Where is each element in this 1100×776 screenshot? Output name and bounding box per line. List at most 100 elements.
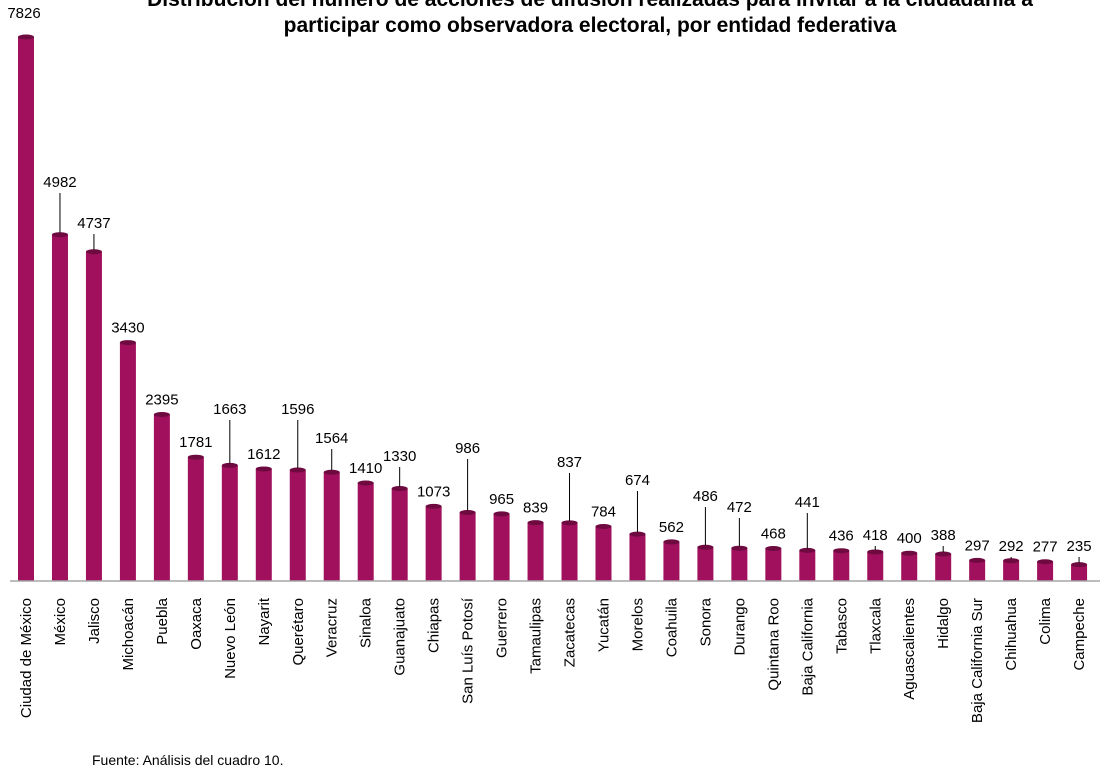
bar <box>595 526 612 581</box>
value-label: 562 <box>659 519 684 536</box>
value-label: 4982 <box>43 174 76 191</box>
bar-cap <box>255 466 272 472</box>
bar-cap <box>119 340 136 346</box>
value-label: 674 <box>625 472 650 489</box>
bar-cap <box>629 531 646 537</box>
category-label: Veracruz <box>324 598 341 657</box>
value-label: 1612 <box>247 446 280 463</box>
value-label: 986 <box>455 440 480 457</box>
value-label: 468 <box>761 525 786 542</box>
category-label: Jalisco <box>86 598 103 644</box>
bar-cap <box>85 249 102 255</box>
bar-cap <box>187 454 204 460</box>
bar-cap <box>1037 559 1054 565</box>
bar <box>425 506 442 581</box>
category-label: Guanajuato <box>392 598 409 676</box>
bar <box>969 560 986 581</box>
category-label: Hidalgo <box>935 598 952 649</box>
value-label: 1663 <box>213 401 246 418</box>
bar-cap <box>765 545 782 551</box>
bar <box>459 512 476 581</box>
value-label: 1330 <box>383 448 416 465</box>
category-label: Oaxaca <box>188 597 205 649</box>
category-label: Quintana Roo <box>765 598 782 691</box>
bar-cap <box>799 547 816 553</box>
category-label: Nayarit <box>256 597 273 645</box>
bar <box>119 342 136 581</box>
category-label: Sinaloa <box>358 597 375 648</box>
category-label: Campeche <box>1071 598 1088 671</box>
bar-cap <box>459 509 476 515</box>
bar-cap <box>663 539 680 545</box>
bar <box>1037 561 1054 581</box>
bar <box>1003 560 1020 581</box>
value-label: 1073 <box>417 483 450 500</box>
source-note: Fuente: Análisis del cuadro 10. <box>92 752 284 768</box>
category-label: Puebla <box>154 597 171 644</box>
category-label: Nuevo León <box>222 598 239 679</box>
bar <box>391 488 408 581</box>
bar-cap <box>833 548 850 554</box>
bar <box>527 522 544 581</box>
bar <box>663 541 680 581</box>
category-label: Morelos <box>629 598 646 651</box>
value-label: 486 <box>693 488 718 505</box>
bar <box>187 457 204 581</box>
category-label: Aguascalientes <box>901 598 918 700</box>
bar-cap <box>493 511 510 517</box>
bar <box>765 548 782 581</box>
category-label: Colima <box>1037 597 1054 644</box>
category-label: Guerrero <box>494 598 511 658</box>
bar-cap <box>1071 562 1088 568</box>
bar-cap <box>901 550 918 556</box>
category-label: Querétaro <box>290 598 307 666</box>
value-label: 436 <box>829 528 854 545</box>
category-label: Baja California Sur <box>969 598 986 723</box>
bar-cap <box>18 34 34 40</box>
value-label: 1564 <box>315 430 348 447</box>
bar <box>867 551 884 581</box>
category-label: México <box>52 598 69 646</box>
bar <box>85 251 102 581</box>
bar-cap <box>731 545 748 551</box>
bars-layer <box>18 34 1088 581</box>
value-label: 1781 <box>179 434 212 451</box>
bar-cap <box>867 549 884 555</box>
bar-cap <box>153 412 170 418</box>
bar <box>18 37 34 581</box>
category-label: Coahuila <box>663 597 680 657</box>
bar-cap <box>969 557 986 563</box>
bar-cap <box>425 503 442 509</box>
bar-cap <box>697 544 714 550</box>
bar-cap <box>391 486 408 492</box>
bar <box>289 470 306 581</box>
value-label: 277 <box>1033 539 1058 556</box>
value-label: 1410 <box>349 460 382 477</box>
bar <box>221 465 238 581</box>
value-label: 3430 <box>111 320 144 337</box>
bar <box>153 414 170 581</box>
bar <box>697 547 714 581</box>
category-label: Chihuahua <box>1003 597 1020 670</box>
bar-cap <box>527 520 544 526</box>
bar <box>561 522 578 581</box>
value-label: 837 <box>557 454 582 471</box>
value-label: 400 <box>897 530 922 547</box>
bar <box>901 553 918 581</box>
bar-cap <box>323 469 340 475</box>
value-label: 388 <box>931 527 956 544</box>
value-label: 297 <box>965 537 990 554</box>
bar <box>629 534 646 581</box>
bar-cap <box>1003 558 1020 564</box>
bar <box>493 513 510 581</box>
value-label: 784 <box>591 503 616 520</box>
value-label: 235 <box>1067 538 1092 555</box>
category-label: Tlaxcala <box>867 597 884 654</box>
value-label: 839 <box>523 500 548 517</box>
value-label: 7826 <box>7 5 40 22</box>
category-label: Tabasco <box>833 598 850 654</box>
bar <box>1071 564 1088 581</box>
value-label: 292 <box>999 538 1024 555</box>
